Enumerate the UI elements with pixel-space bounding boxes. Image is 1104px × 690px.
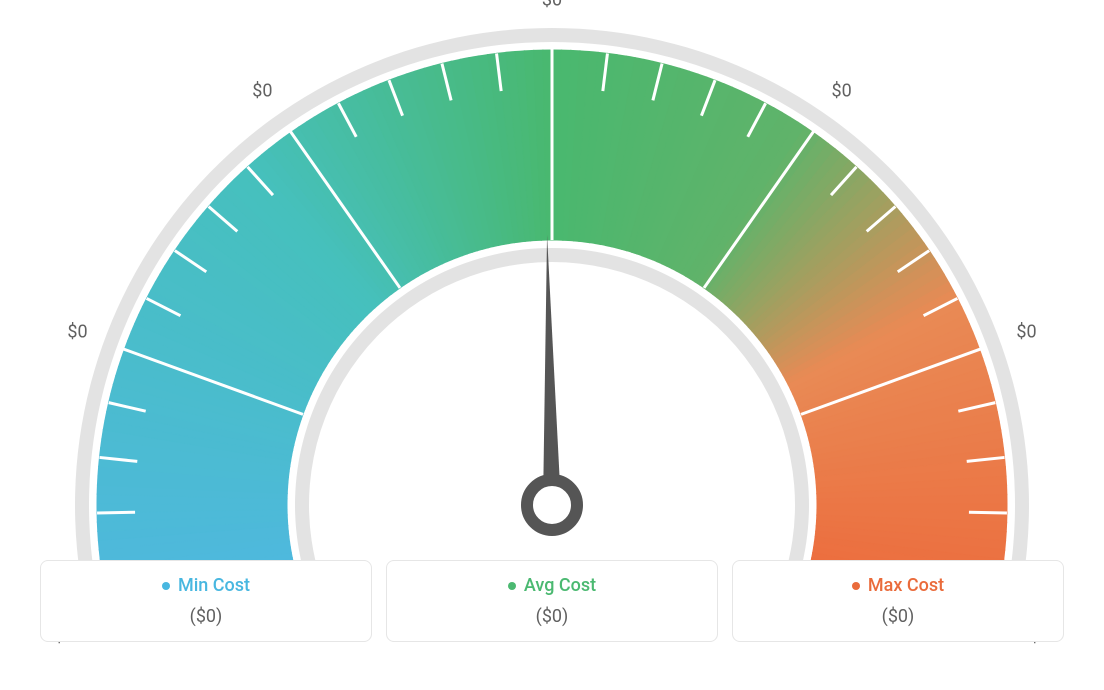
legend-title-text: Avg Cost: [524, 575, 596, 596]
legend-title-min: Min Cost: [162, 575, 250, 596]
legend-card-max: Max Cost ($0): [732, 560, 1064, 643]
legend-card-min: Min Cost ($0): [40, 560, 372, 643]
gauge-tick-label: $0: [67, 322, 87, 343]
legend-value-avg: ($0): [397, 606, 707, 627]
gauge-area: $0$0$0$0$0$0$0: [0, 0, 1104, 560]
legend-value-min: ($0): [51, 606, 361, 627]
gauge-tick-label: $0: [1016, 322, 1036, 343]
legend-dot-max: [852, 582, 860, 590]
legend-row: Min Cost ($0) Avg Cost ($0) Max Cost ($0…: [40, 560, 1064, 643]
legend-card-avg: Avg Cost ($0): [386, 560, 718, 643]
legend-title-text: Max Cost: [868, 575, 944, 596]
gauge-svg: [52, 10, 1052, 560]
legend-title-text: Min Cost: [178, 575, 250, 596]
gauge-tick-label: $0: [252, 81, 272, 102]
gauge-tick-label: $0: [542, 0, 562, 11]
legend-value-max: ($0): [743, 606, 1053, 627]
cost-gauge-chart: $0$0$0$0$0$0$0 Min Cost ($0) Avg Cost ($…: [0, 0, 1104, 690]
legend-title-avg: Avg Cost: [508, 575, 596, 596]
legend-title-max: Max Cost: [852, 575, 944, 596]
legend-dot-avg: [508, 582, 516, 590]
gauge-tick-label: $0: [832, 81, 852, 102]
legend-dot-min: [162, 582, 170, 590]
